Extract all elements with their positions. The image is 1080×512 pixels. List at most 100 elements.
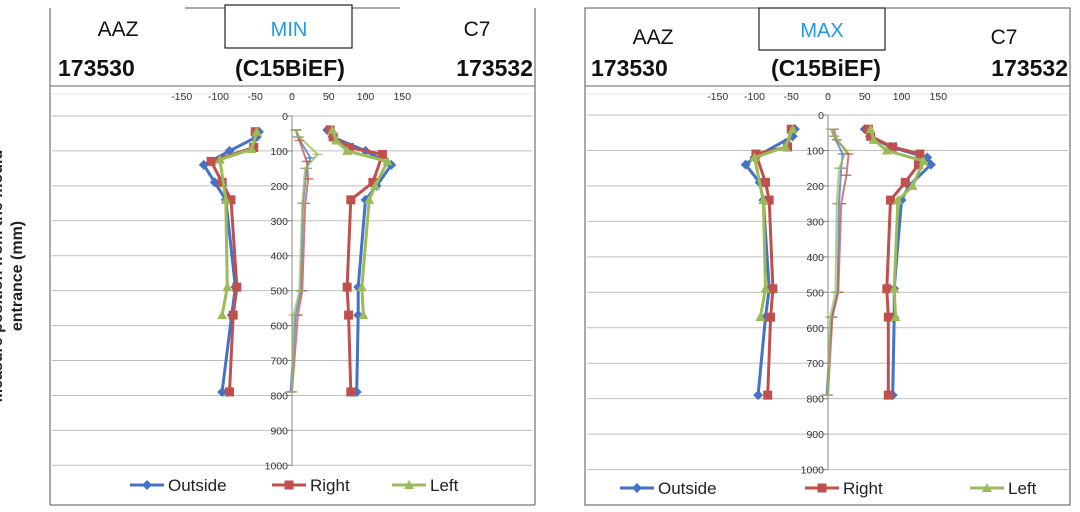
y-tick-label: 400 xyxy=(806,252,824,264)
group-label-left: AAZ xyxy=(98,18,139,41)
data-point xyxy=(358,310,369,320)
data-point xyxy=(760,177,770,187)
data-point xyxy=(327,124,338,134)
y-tick-label: 0 xyxy=(282,111,288,123)
data-point xyxy=(886,195,896,205)
condition-label: MAX xyxy=(800,20,843,42)
data-point xyxy=(900,177,910,187)
data-point xyxy=(346,387,356,397)
code-center: (C15BiEF) xyxy=(771,55,881,81)
x-tick-label: -150 xyxy=(707,91,728,103)
data-point xyxy=(753,390,764,401)
data-point xyxy=(883,390,893,400)
y-tick-label: 100 xyxy=(806,145,824,157)
data-point xyxy=(370,180,381,190)
y-tick-label: 500 xyxy=(806,287,824,299)
data-point xyxy=(883,312,893,322)
data-point xyxy=(217,386,228,397)
y-tick-label: 600 xyxy=(270,321,288,333)
x-tick-label: -100 xyxy=(208,91,229,103)
data-point xyxy=(915,149,925,159)
group-label-right: C7 xyxy=(464,18,491,41)
legend-label: Left xyxy=(1008,479,1037,498)
series-line xyxy=(291,129,310,392)
code-left: 173530 xyxy=(591,55,668,81)
data-point xyxy=(342,282,352,292)
data-point xyxy=(232,282,242,292)
x-tick-label: 50 xyxy=(323,91,335,103)
y-tick-label: 700 xyxy=(806,358,824,370)
x-tick-label: 0 xyxy=(825,91,831,103)
code-center: (C15BiEF) xyxy=(235,55,345,81)
data-point xyxy=(913,160,923,170)
x-tick-label: -50 xyxy=(248,91,263,103)
legend-marker xyxy=(142,480,152,490)
data-point xyxy=(220,194,231,204)
data-point xyxy=(890,312,901,322)
data-point xyxy=(907,180,918,190)
legend-label: Outside xyxy=(658,479,717,498)
condition-label: MIN xyxy=(271,19,308,41)
code-left: 173530 xyxy=(58,55,135,81)
x-tick-label: -50 xyxy=(784,91,799,103)
data-point xyxy=(344,142,354,152)
x-tick-label: 150 xyxy=(930,91,948,103)
data-point xyxy=(246,144,257,154)
series-line xyxy=(753,128,795,318)
data-point xyxy=(760,283,771,293)
legend-label: Right xyxy=(843,479,883,498)
legend-label: Left xyxy=(430,476,459,495)
data-point xyxy=(780,141,791,151)
x-tick-label: -100 xyxy=(744,91,765,103)
data-point xyxy=(251,126,262,136)
data-point xyxy=(377,149,387,159)
data-point xyxy=(749,152,760,162)
y-tick-label: 900 xyxy=(270,425,288,437)
x-tick-label: 0 xyxy=(289,91,295,103)
legend-marker xyxy=(404,480,414,489)
x-tick-label: -150 xyxy=(171,91,192,103)
data-point xyxy=(865,124,876,134)
data-point xyxy=(763,390,773,400)
data-point xyxy=(881,145,892,155)
y-tick-label: 800 xyxy=(806,394,824,406)
y-tick-label: 400 xyxy=(270,251,288,263)
legend-marker xyxy=(284,480,294,490)
y-tick-label: 0 xyxy=(818,110,824,122)
data-point xyxy=(214,154,225,164)
condition-box xyxy=(224,4,353,49)
legend-label: Right xyxy=(310,476,350,495)
series-line xyxy=(291,129,319,392)
series-line xyxy=(866,128,922,396)
group-label-left: AAZ xyxy=(633,26,674,49)
data-point xyxy=(889,283,900,293)
data-point xyxy=(226,195,236,205)
y-tick-label: 700 xyxy=(270,356,288,368)
data-point xyxy=(222,282,233,292)
legend-marker xyxy=(632,483,642,493)
data-point xyxy=(758,195,769,205)
x-tick-label: 150 xyxy=(394,91,412,103)
data-point xyxy=(740,159,751,170)
data-point xyxy=(787,124,798,134)
data-point xyxy=(888,142,898,152)
data-point xyxy=(866,131,876,141)
series-line xyxy=(326,129,393,392)
data-point xyxy=(364,194,375,204)
legend-marker xyxy=(982,483,992,492)
y-tick-label: 1000 xyxy=(265,460,289,472)
condition-box xyxy=(758,7,886,51)
data-point xyxy=(918,156,929,166)
legend-marker xyxy=(817,483,827,493)
data-point xyxy=(356,282,367,292)
data-point xyxy=(249,142,259,152)
legend-label: Outside xyxy=(168,476,227,495)
data-point xyxy=(892,195,903,205)
data-point xyxy=(868,134,879,144)
y-tick-label: 1000 xyxy=(801,465,825,477)
y-tick-label: 300 xyxy=(806,216,824,228)
data-point xyxy=(224,387,234,397)
data-point xyxy=(368,177,378,187)
data-point xyxy=(198,159,209,170)
data-point xyxy=(209,177,220,188)
